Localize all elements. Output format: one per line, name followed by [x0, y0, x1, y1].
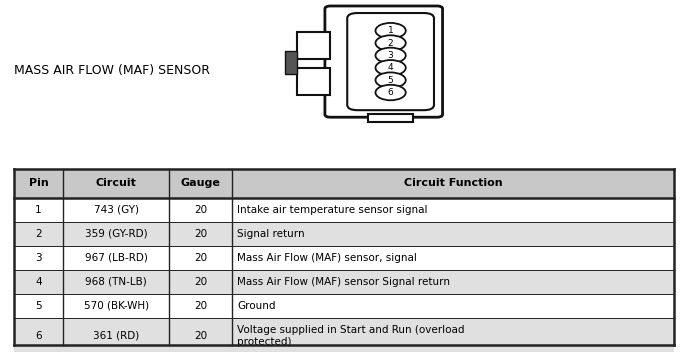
Bar	[232, 169, 674, 198]
Text: 359 (GY-RD): 359 (GY-RD)	[85, 229, 147, 239]
Text: 743 (GY): 743 (GY)	[94, 205, 139, 215]
Text: 6: 6	[388, 88, 394, 97]
Circle shape	[376, 85, 406, 100]
Text: 5: 5	[388, 76, 394, 84]
Text: 3: 3	[35, 253, 42, 263]
Text: 4: 4	[35, 277, 42, 287]
Text: Voltage supplied in Start and Run (overload
protected): Voltage supplied in Start and Run (overl…	[237, 325, 464, 347]
Text: Intake air temperature sensor signal: Intake air temperature sensor signal	[237, 205, 428, 215]
Circle shape	[376, 48, 406, 63]
Text: MASS AIR FLOW (MAF) SENSOR: MASS AIR FLOW (MAF) SENSOR	[14, 64, 210, 77]
Text: 20: 20	[194, 301, 207, 310]
FancyBboxPatch shape	[325, 6, 442, 117]
Text: Mass Air Flow (MAF) sensor, signal: Mass Air Flow (MAF) sensor, signal	[237, 253, 417, 263]
Text: 1: 1	[388, 26, 394, 35]
Text: 4: 4	[388, 63, 394, 72]
Text: Circuit Function: Circuit Function	[404, 178, 502, 188]
Text: 570 (BK-WH): 570 (BK-WH)	[83, 301, 149, 310]
Text: Circuit: Circuit	[96, 178, 137, 188]
Bar	[297, 68, 330, 95]
Bar	[169, 169, 232, 198]
Bar	[368, 114, 413, 122]
Bar	[14, 294, 674, 318]
Text: 361 (RD): 361 (RD)	[93, 331, 139, 341]
Circle shape	[376, 35, 406, 51]
Text: Ground: Ground	[237, 301, 276, 310]
Text: Pin: Pin	[29, 178, 48, 188]
Bar	[14, 198, 674, 222]
Text: 1: 1	[35, 205, 42, 215]
Bar	[14, 318, 674, 352]
Text: 2: 2	[388, 39, 394, 48]
Text: 967 (LB-RD): 967 (LB-RD)	[85, 253, 147, 263]
Text: 6: 6	[35, 331, 42, 341]
Bar	[14, 246, 674, 270]
Circle shape	[376, 73, 406, 88]
Text: 20: 20	[194, 229, 207, 239]
Text: Gauge: Gauge	[180, 178, 220, 188]
Text: 20: 20	[194, 277, 207, 287]
Bar	[14, 270, 674, 294]
Bar	[297, 32, 330, 59]
Text: 20: 20	[194, 253, 207, 263]
Text: Mass Air Flow (MAF) sensor Signal return: Mass Air Flow (MAF) sensor Signal return	[237, 277, 450, 287]
Text: Signal return: Signal return	[237, 229, 305, 239]
Circle shape	[376, 60, 406, 76]
Text: 20: 20	[194, 331, 207, 341]
Bar	[14, 222, 674, 246]
Bar	[285, 51, 297, 74]
Text: 968 (TN-LB): 968 (TN-LB)	[85, 277, 147, 287]
Text: 3: 3	[388, 51, 394, 60]
Bar	[14, 169, 63, 198]
Text: 2: 2	[35, 229, 42, 239]
Bar	[63, 169, 169, 198]
Circle shape	[376, 23, 406, 38]
FancyBboxPatch shape	[347, 13, 434, 110]
Text: 20: 20	[194, 205, 207, 215]
Text: 5: 5	[35, 301, 42, 310]
